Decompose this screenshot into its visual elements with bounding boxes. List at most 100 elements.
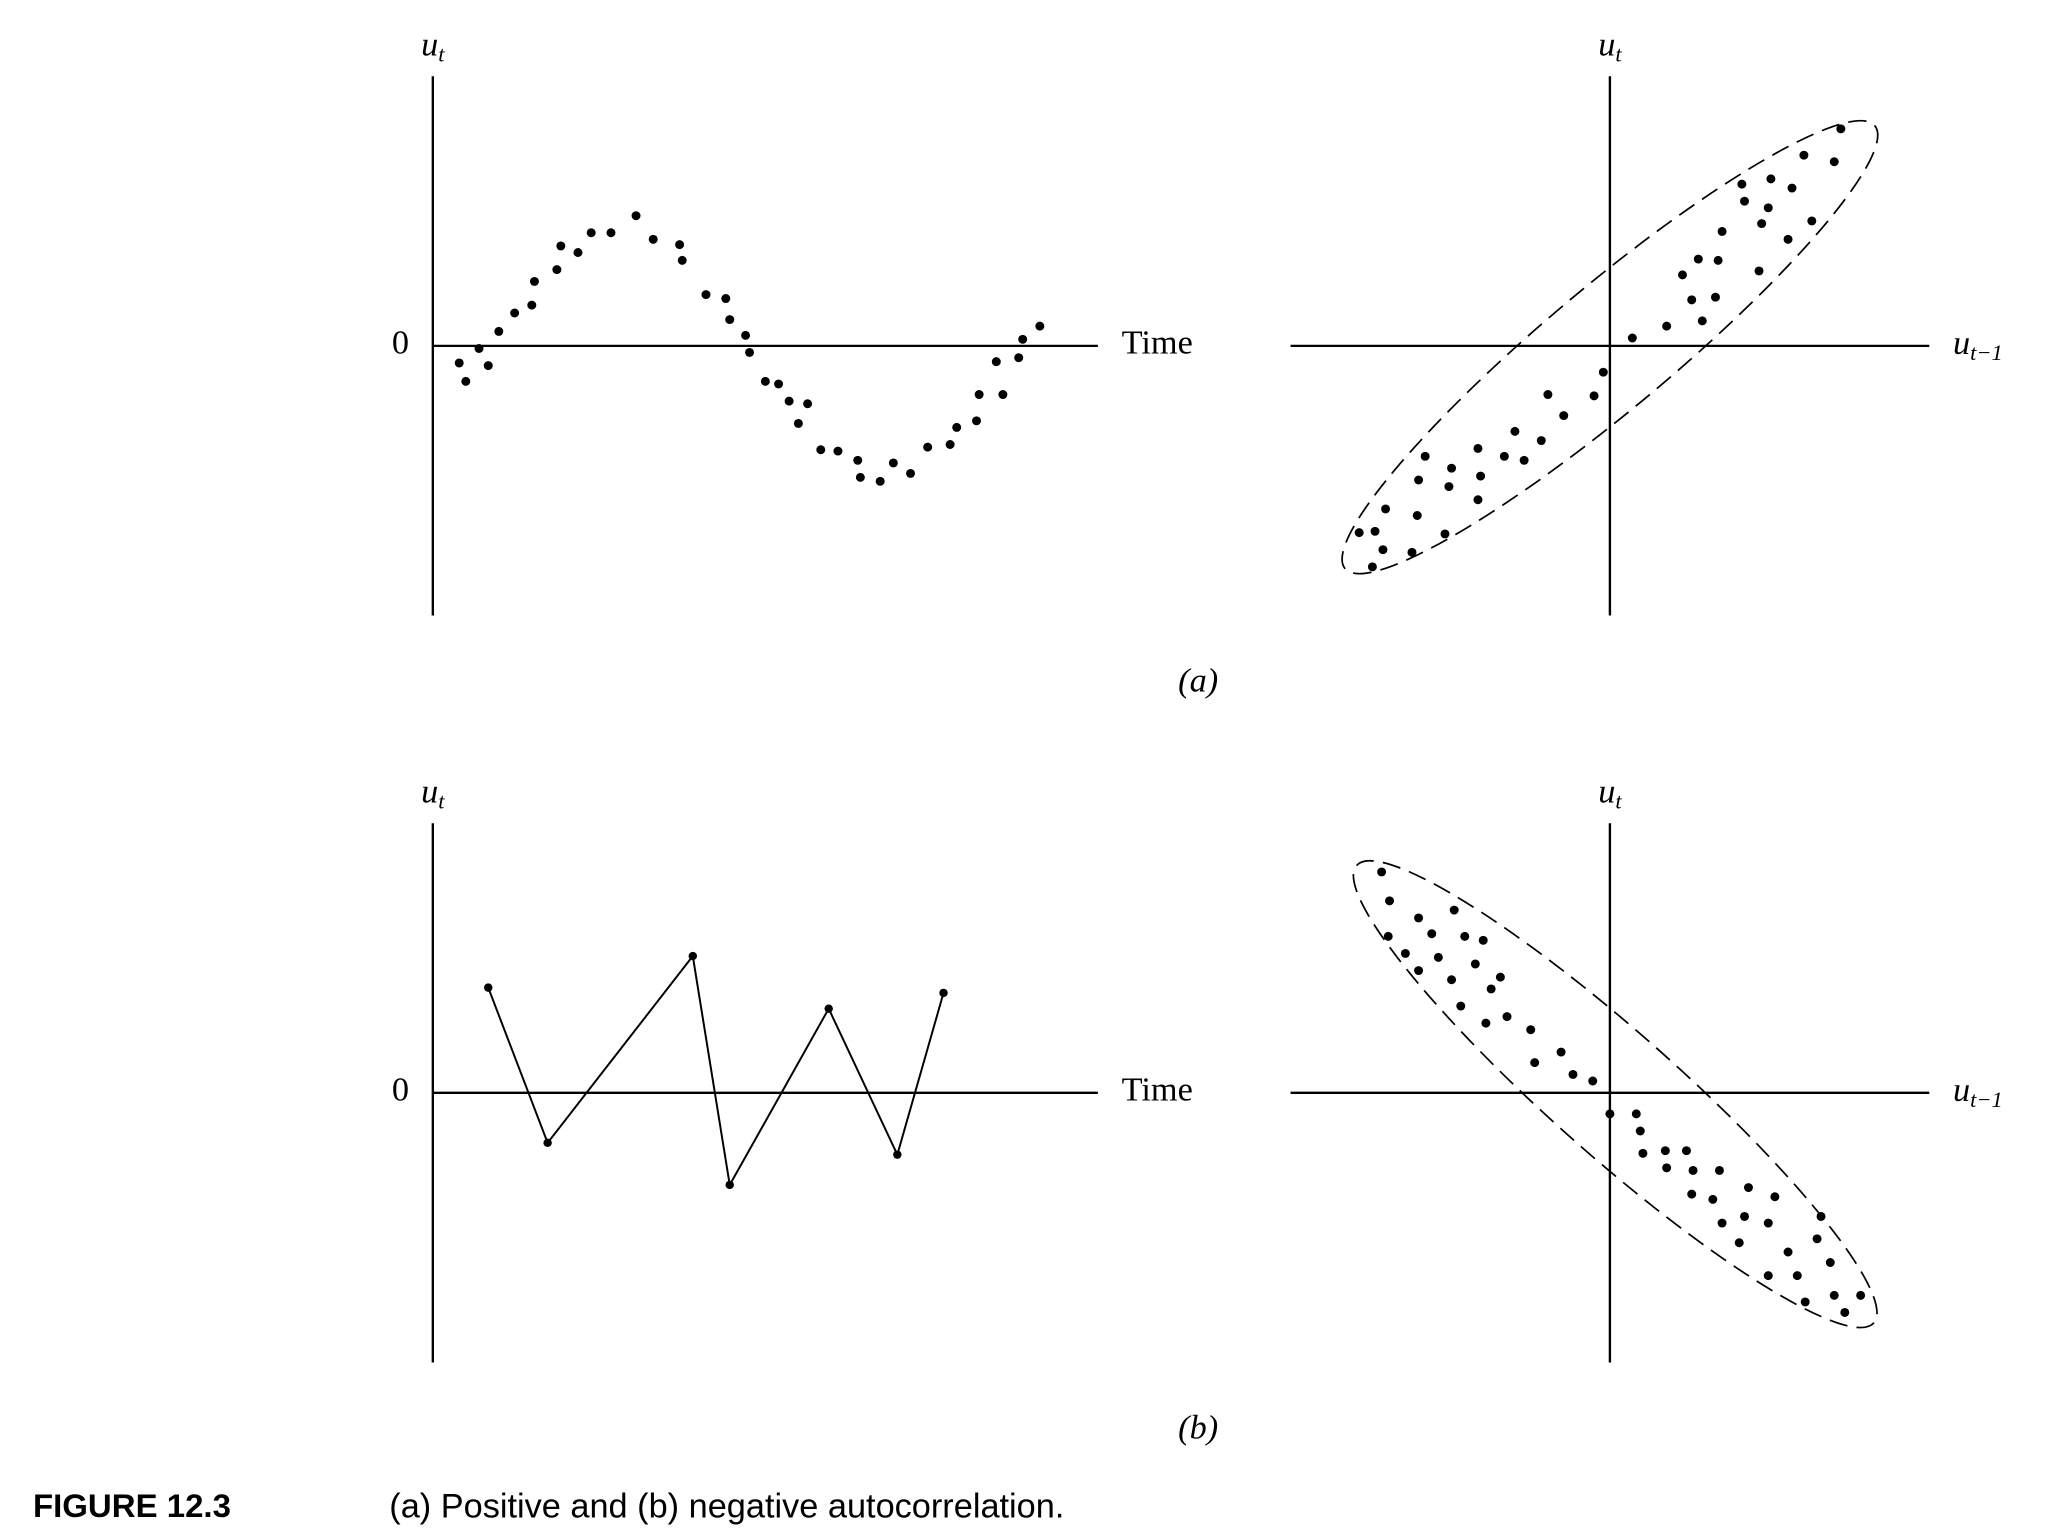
data-point xyxy=(1792,1271,1802,1281)
data-point xyxy=(1856,1290,1866,1300)
data-point xyxy=(1588,1076,1598,1086)
data-point xyxy=(1829,1290,1839,1300)
data-point xyxy=(945,440,955,449)
y-axis-label-sub: t xyxy=(1615,42,1622,67)
data-point xyxy=(816,445,826,455)
data-point xyxy=(1688,1165,1698,1175)
data-point xyxy=(923,442,933,452)
data-point xyxy=(606,228,616,238)
x-axis-label: Time xyxy=(1122,1071,1193,1109)
y-axis-label: ut xyxy=(1598,772,1622,813)
data-point xyxy=(1473,495,1483,505)
data-point xyxy=(543,1138,552,1148)
data-point xyxy=(474,344,484,353)
data-point xyxy=(1444,482,1454,492)
data-point xyxy=(1370,526,1380,536)
data-point xyxy=(893,1150,902,1159)
x-axis-label-main: u xyxy=(1953,1071,1970,1109)
data-point xyxy=(1510,426,1520,436)
data-point xyxy=(1734,1238,1744,1248)
data-point xyxy=(701,290,711,300)
data-point xyxy=(1460,931,1470,941)
y-axis-label-main: u xyxy=(421,772,438,810)
data-point xyxy=(1812,1234,1822,1244)
data-point xyxy=(677,255,687,265)
data-point xyxy=(803,399,813,409)
data-point xyxy=(648,234,658,244)
data-point xyxy=(1476,471,1486,481)
data-point xyxy=(1420,451,1430,461)
data-point xyxy=(1526,1025,1536,1035)
panel-label: (b) xyxy=(1178,1409,1218,1447)
data-point xyxy=(1414,966,1424,976)
data-point xyxy=(1740,196,1749,206)
data-point xyxy=(1714,1165,1724,1175)
panel-label: (a) xyxy=(1178,662,1218,700)
data-point xyxy=(1770,1192,1780,1202)
data-point xyxy=(833,446,843,456)
y-axis-label: ut xyxy=(1598,25,1622,66)
data-point xyxy=(1743,1183,1753,1193)
data-point xyxy=(745,347,755,357)
data-point xyxy=(484,983,493,992)
data-point xyxy=(1407,547,1417,557)
data-point xyxy=(1713,255,1723,265)
data-point xyxy=(1787,183,1797,193)
caption-text: (a) Positive and (b) negative autocorrel… xyxy=(389,1488,1064,1526)
data-point xyxy=(1627,333,1637,343)
data-point xyxy=(527,300,537,310)
data-point xyxy=(1470,959,1480,969)
data-point xyxy=(1687,295,1697,305)
data-point xyxy=(1631,1109,1641,1119)
data-point xyxy=(1678,270,1687,280)
data-point xyxy=(1414,913,1424,923)
data-point xyxy=(1763,1271,1773,1281)
data-point xyxy=(688,951,698,961)
data-point xyxy=(556,241,566,251)
data-point xyxy=(991,357,1001,367)
data-point xyxy=(721,294,731,303)
data-point xyxy=(675,240,685,250)
data-point xyxy=(1638,1148,1648,1158)
data-point xyxy=(1035,321,1045,331)
data-point xyxy=(1486,984,1496,994)
y-axis-label-main: u xyxy=(1598,772,1615,810)
data-point xyxy=(461,376,471,386)
data-point xyxy=(824,1004,833,1013)
data-point xyxy=(906,468,916,478)
data-point xyxy=(760,376,770,386)
data-point xyxy=(1697,316,1707,326)
data-point xyxy=(1543,390,1553,400)
data-point xyxy=(1710,292,1720,302)
data-point xyxy=(552,265,562,275)
x-axis-label-main: u xyxy=(1953,324,1970,362)
data-point xyxy=(1717,1218,1727,1228)
series-line xyxy=(487,953,945,1188)
data-point xyxy=(1495,972,1505,982)
y-tick-label: 0 xyxy=(392,324,409,362)
data-point xyxy=(1447,975,1457,985)
data-point xyxy=(1825,1258,1835,1267)
data-point xyxy=(1589,391,1599,401)
data-point xyxy=(952,422,962,432)
y-axis-label-sub: t xyxy=(438,789,445,814)
data-point xyxy=(1502,1012,1512,1022)
y-axis-label: ut xyxy=(421,25,445,66)
data-point xyxy=(1381,504,1391,514)
data-point xyxy=(1635,1126,1645,1136)
data-point xyxy=(1783,234,1793,244)
data-point xyxy=(741,330,751,340)
data-point xyxy=(1757,219,1767,229)
data-point xyxy=(875,476,885,486)
data-point xyxy=(1559,411,1569,421)
data-point xyxy=(1754,266,1764,276)
data-point xyxy=(1385,896,1395,906)
data-point xyxy=(1763,1218,1773,1228)
data-point xyxy=(1737,179,1747,189)
data-point xyxy=(494,326,504,336)
data-point xyxy=(1519,455,1529,465)
data-point xyxy=(774,379,784,389)
data-point xyxy=(725,315,735,325)
data-point xyxy=(1598,367,1608,377)
